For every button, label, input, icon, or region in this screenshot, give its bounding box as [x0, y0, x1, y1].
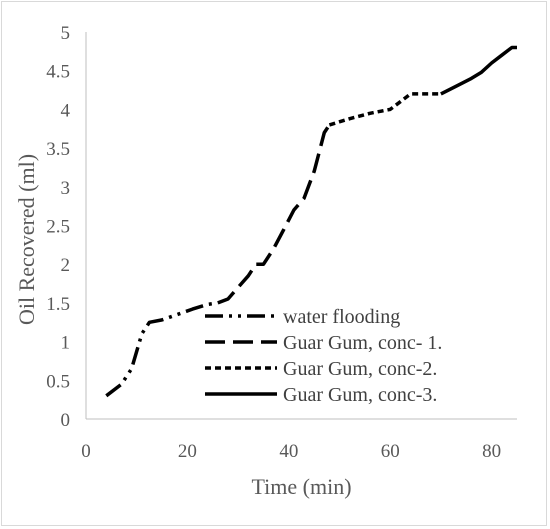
x-axis-title: Time (min): [251, 474, 351, 499]
x-tick-label: 60: [381, 441, 400, 462]
series-line: [105, 301, 219, 398]
legend: water flooding Guar Gum, conc- 1. Guar Gum…: [205, 306, 442, 406]
legend-label: water flooding: [283, 306, 400, 328]
y-tick-label: 5: [61, 23, 71, 44]
y-tick-label: 0.5: [46, 371, 70, 392]
y-tick-label: 1.5: [46, 294, 70, 315]
y-tick-label: 4.5: [46, 62, 70, 83]
y-tick-labels: 0 0.5 1 1.5 2 2.5 3 3.5 4 4.5 5: [46, 23, 70, 431]
series-line: [217, 123, 331, 305]
x-tick-label: 40: [279, 441, 298, 462]
y-tick-label: 1: [61, 333, 71, 354]
series-line: [440, 45, 517, 96]
y-tick-label: 4: [61, 100, 71, 121]
x-tick-label: 0: [81, 441, 91, 462]
x-tick-labels: 0 20 40 60 80: [81, 441, 501, 462]
y-tick-label: 3.5: [46, 139, 70, 160]
y-tick-label: 2: [61, 255, 71, 276]
series-lines: [105, 45, 517, 398]
y-tick-label: 2.5: [46, 217, 70, 238]
y-tick-label: 3: [61, 178, 71, 199]
y-tick-label: 0: [61, 410, 71, 431]
legend-label: Guar Gum, conc- 1.: [283, 332, 442, 354]
series-line: [328, 92, 441, 127]
x-tick-label: 80: [482, 441, 501, 462]
axes: [85, 32, 517, 420]
legend-label: Guar Gum, conc-3.: [283, 384, 437, 406]
y-axis-title: Oil Recovered (ml): [14, 154, 39, 325]
x-tick-label: 20: [178, 441, 197, 462]
legend-label: Guar Gum, conc-2.: [283, 358, 437, 380]
